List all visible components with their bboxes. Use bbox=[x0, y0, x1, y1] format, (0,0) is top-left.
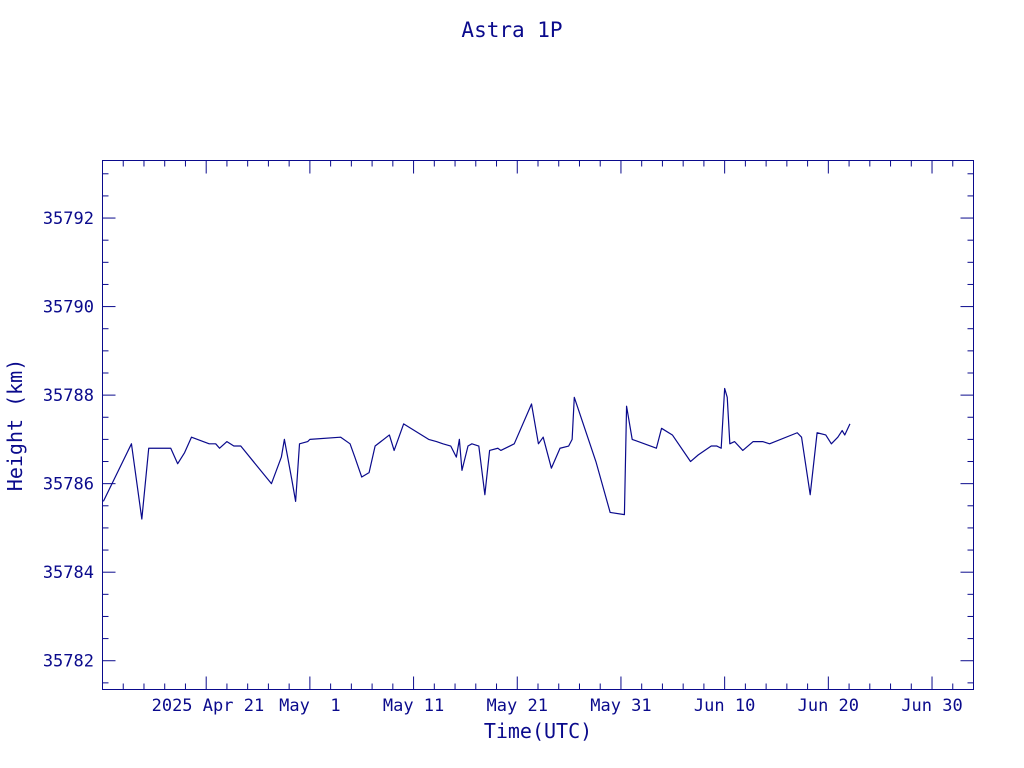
x-tick-label: May 21 bbox=[487, 696, 548, 716]
y-tick-label: 35782 bbox=[43, 652, 94, 672]
x-axis-tick-labels: 2025 Apr 21 May 1 May 11 May 21 May 31 Jun 10… bbox=[152, 696, 963, 716]
y-tick-label: 35786 bbox=[43, 475, 94, 495]
series-group bbox=[102, 387, 851, 520]
y-tick-label: 35790 bbox=[43, 298, 94, 318]
x-tick-label: Jun 10 bbox=[694, 696, 755, 716]
x-tick-label: May 31 bbox=[590, 696, 651, 716]
y-axis-label: Height (km) bbox=[3, 359, 27, 491]
y-tick-label: 35784 bbox=[43, 563, 94, 583]
series-line bbox=[102, 387, 851, 520]
y-axis-tick-labels: 35782 35784 35786 35788 35790 35792 bbox=[43, 209, 94, 672]
plot-frame bbox=[102, 160, 974, 690]
x-tick-label: 2025 Apr 21 bbox=[152, 696, 265, 716]
x-tick-label: May 11 bbox=[383, 696, 444, 716]
y-tick-label: 35792 bbox=[43, 209, 94, 229]
x-axis-ticks bbox=[102, 160, 974, 690]
x-tick-label: Jun 20 bbox=[798, 696, 859, 716]
x-tick-label: Jun 30 bbox=[901, 696, 962, 716]
y-tick-label: 35788 bbox=[43, 386, 94, 406]
x-axis-label: Time(UTC) bbox=[484, 719, 592, 743]
chart-title: Astra 1P bbox=[461, 18, 562, 42]
x-tick-label: May 1 bbox=[279, 696, 340, 716]
y-axis-ticks bbox=[102, 173, 974, 684]
